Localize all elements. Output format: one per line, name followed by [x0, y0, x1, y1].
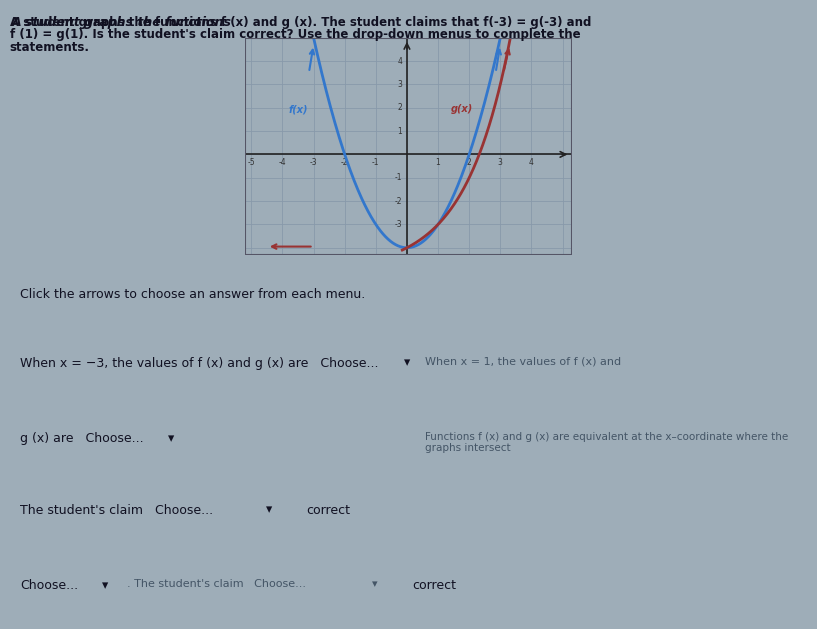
Text: ▾: ▾	[404, 357, 411, 369]
Text: 1: 1	[435, 158, 440, 167]
Text: ▾: ▾	[266, 503, 272, 516]
Text: g (x) are   Choose...: g (x) are Choose...	[20, 431, 144, 445]
Text: ▾: ▾	[372, 579, 377, 589]
Text: -5: -5	[248, 158, 255, 167]
Text: When x = 1, the values of f (x) and: When x = 1, the values of f (x) and	[425, 357, 621, 367]
Text: -1: -1	[372, 158, 380, 167]
Text: A student graphs the functions f (x) and g (x). The student claims that f(-3) = : A student graphs the functions f (x) and…	[10, 16, 592, 29]
Text: f(x): f(x)	[288, 104, 308, 114]
Text: -3: -3	[395, 220, 402, 229]
Text: g(x): g(x)	[450, 104, 473, 114]
Text: correct: correct	[306, 503, 350, 516]
Text: 1: 1	[398, 126, 402, 136]
Text: f (1) = g(1). Is the student's claim correct? Use the drop-down menus to complet: f (1) = g(1). Is the student's claim cor…	[10, 28, 580, 42]
Text: The student's claim   Choose...: The student's claim Choose...	[20, 503, 213, 516]
Text: ▾: ▾	[102, 579, 109, 592]
Text: 3: 3	[397, 80, 402, 89]
Text: When x = −3, the values of f (x) and g (x) are   Choose...: When x = −3, the values of f (x) and g (…	[20, 357, 379, 369]
Text: . The student's claim   Choose...: . The student's claim Choose...	[127, 579, 306, 589]
Text: 2: 2	[398, 103, 402, 112]
Text: 4: 4	[397, 57, 402, 65]
Text: Choose...: Choose...	[20, 579, 78, 592]
Text: ▾: ▾	[167, 431, 174, 445]
Text: 4: 4	[529, 158, 534, 167]
Text: Click the arrows to choose an answer from each menu.: Click the arrows to choose an answer fro…	[20, 288, 366, 301]
Text: 3: 3	[498, 158, 502, 167]
Text: -4: -4	[279, 158, 286, 167]
Text: A student graphs the functions: A student graphs the functions	[12, 16, 237, 29]
Text: -3: -3	[310, 158, 317, 167]
Text: 2: 2	[467, 158, 471, 167]
Text: -2: -2	[395, 197, 402, 206]
Text: correct: correct	[413, 579, 457, 592]
Text: -1: -1	[395, 173, 402, 182]
Text: Functions f (x) and g (x) are equivalent at the x–coordinate where the graphs in: Functions f (x) and g (x) are equivalent…	[425, 431, 788, 454]
Text: -2: -2	[341, 158, 348, 167]
Text: statements.: statements.	[10, 41, 90, 54]
